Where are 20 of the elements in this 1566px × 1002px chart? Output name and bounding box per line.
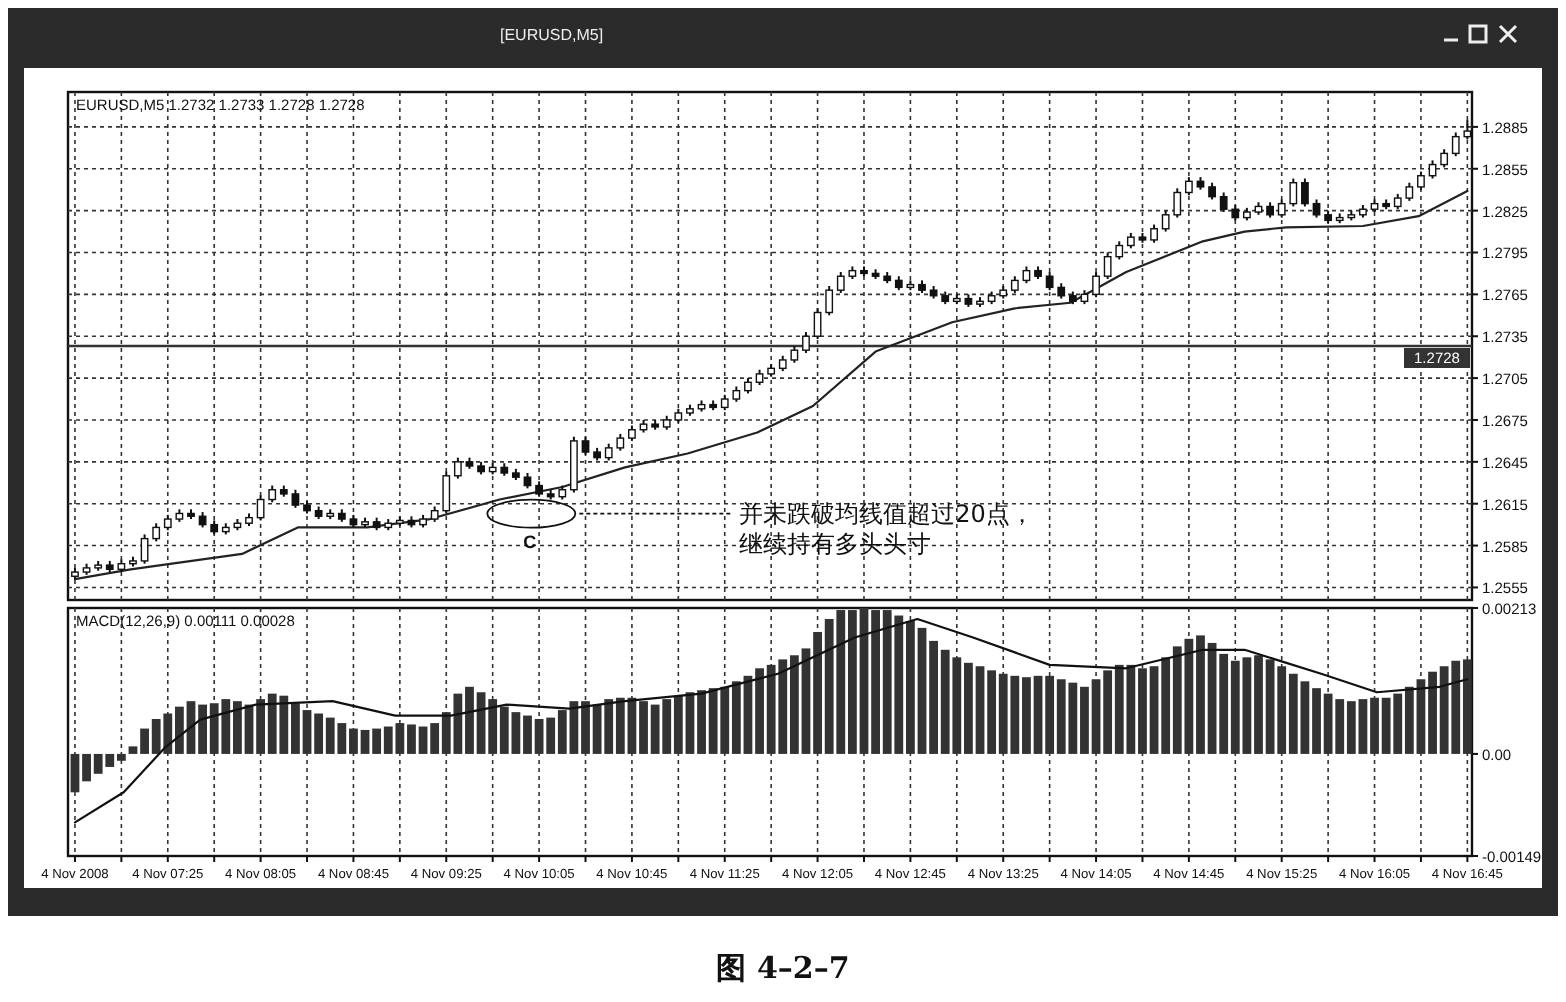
candlestick (1312, 198, 1321, 219)
candlestick (825, 284, 834, 317)
candlestick (291, 488, 300, 509)
annotation: 并未跌破均线值超过20点，继续持有多头头寸 (739, 499, 1034, 558)
line-series (73, 617, 1469, 824)
candlestick (152, 522, 161, 543)
candlestick (1092, 271, 1100, 299)
line-series (73, 189, 1469, 581)
caption: 图 4–2–7 (716, 950, 850, 986)
candlestick (1184, 176, 1193, 197)
candlestick (581, 435, 590, 456)
candlestick (453, 456, 462, 480)
candlestick (813, 307, 822, 341)
candlestick (802, 331, 810, 354)
candlestick (1150, 223, 1158, 244)
chart-title: [EURUSD,M5] (500, 26, 604, 44)
candlestick (1301, 177, 1309, 208)
candlestick (1440, 148, 1449, 169)
candlestick (140, 533, 149, 565)
candlestick (1417, 170, 1425, 191)
